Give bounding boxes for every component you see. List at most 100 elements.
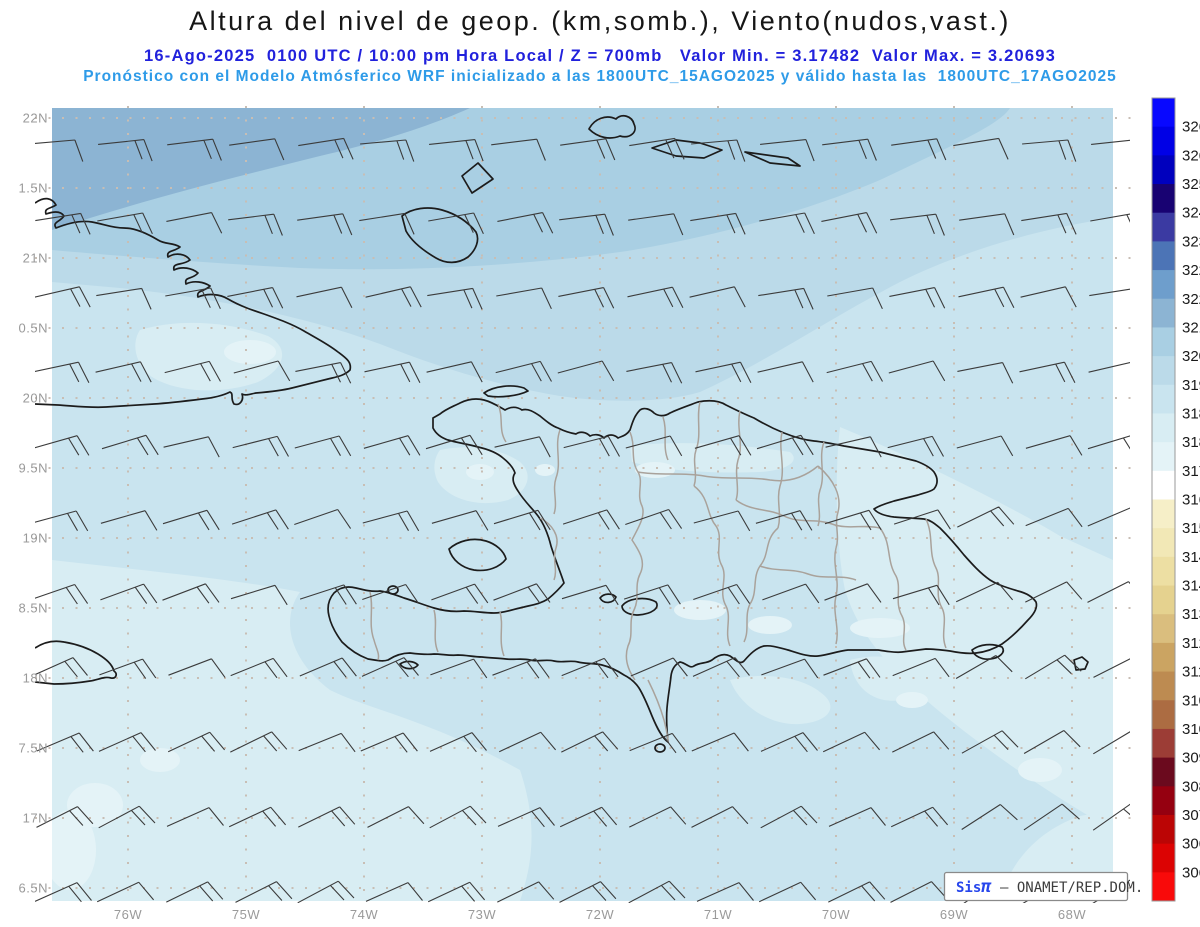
admin-border (759, 565, 857, 581)
wind-barb (824, 583, 882, 603)
wind-barb (557, 360, 615, 382)
wind-barb (36, 732, 94, 753)
colorbar-segment (1152, 241, 1175, 271)
colorbar-segment (1152, 356, 1175, 386)
wind-barb (429, 139, 484, 162)
wind-barb (1023, 803, 1080, 831)
wind-barb (559, 213, 614, 236)
coastline-tortuga (483, 385, 529, 398)
colorbar-tick-label: 3108 (1182, 692, 1200, 709)
admin-border (743, 527, 779, 643)
colorbar-segment (1152, 298, 1175, 328)
lon-tick-label: 69W (940, 907, 968, 922)
wind-barb (429, 732, 487, 753)
field-contour-region (836, 427, 1113, 830)
wind-barb (497, 212, 554, 234)
coastline-little-inagua (461, 162, 494, 194)
lat-tick-label: 8.5N (19, 601, 48, 616)
wind-barb (825, 436, 882, 458)
wind-barb (691, 139, 746, 162)
admin-border (539, 517, 558, 581)
wind-barb (958, 286, 1015, 308)
field-contour-region (630, 443, 794, 473)
wind-barb (1087, 507, 1130, 527)
wind-barb (1020, 286, 1077, 308)
wind-barb (426, 361, 483, 383)
wind-barb (561, 584, 619, 606)
wind-barb (162, 583, 220, 604)
badge-org: – ONAMET/REP.DOM. (992, 880, 1144, 896)
wind-barb (297, 213, 353, 236)
lat-tick-label: 19N (23, 531, 48, 546)
field-pale-spot (52, 810, 96, 890)
wind-barb (562, 509, 620, 530)
colorbar-segment (1152, 413, 1175, 443)
wind-barb (35, 583, 89, 605)
wind-barb (563, 435, 620, 457)
wind-barb (491, 138, 546, 161)
wind-barb (95, 361, 152, 383)
admin-border (433, 609, 439, 653)
latlon-gridlines (35, 106, 1131, 901)
wind-barb (295, 362, 352, 384)
wind-barb (35, 139, 84, 162)
colorbar-segment (1152, 700, 1175, 730)
wind-barb (427, 881, 486, 903)
wind-barb (689, 286, 746, 308)
geopotential-shading-layer (52, 108, 1113, 901)
field-pale-spot (748, 616, 792, 634)
coastline-cayemites (387, 585, 399, 595)
wind-barb (1025, 581, 1083, 603)
colorbar-frame (1151, 97, 1176, 902)
colorbar-segment (1152, 585, 1175, 615)
coastline-etang-saumatre (599, 593, 617, 604)
wind-barb (560, 138, 616, 161)
wind-barb (626, 362, 683, 384)
colorbar-segment (1152, 642, 1175, 673)
field-contour-region (730, 676, 831, 725)
wind-barb (497, 807, 555, 828)
wind-barb (690, 212, 746, 235)
colorbar-segment (1152, 212, 1175, 242)
colorbar-segment (1152, 556, 1175, 587)
lon-tick-label: 75W (232, 907, 260, 922)
wind-barb (559, 881, 617, 903)
wind-barb (625, 435, 683, 457)
colorbar-tick-label: 3164 (1182, 492, 1200, 509)
wind-barb (956, 435, 1014, 457)
coastline-turks (744, 151, 801, 167)
colorbar-segment (1152, 126, 1175, 156)
wind-barb (493, 509, 551, 531)
admin-border (817, 441, 825, 527)
wind-barb (427, 287, 483, 310)
wind-barb (1093, 658, 1130, 678)
colorbar-tick-label: 3212 (1182, 319, 1200, 336)
wind-barb (359, 212, 415, 235)
wind-barb (961, 730, 1019, 754)
wind-barb (760, 139, 815, 162)
wind-barb (887, 435, 944, 457)
wind-barb (628, 213, 684, 236)
wind-barb (165, 287, 221, 310)
wind-barb (822, 138, 877, 161)
wind-barb (892, 584, 950, 606)
wind-barb (431, 583, 489, 604)
wind-barb (367, 806, 425, 828)
lon-tick-label: 72W (586, 907, 614, 922)
wind-barb (35, 361, 90, 383)
colorbar-segment (1152, 384, 1175, 414)
wind-barb (35, 435, 90, 456)
wind-barb (229, 138, 285, 161)
wind-barb (492, 658, 550, 679)
colorbar-tick-label: 3188 (1182, 406, 1200, 423)
lat-tick-label: 17N (23, 811, 48, 826)
coastline-great-inagua (401, 207, 479, 264)
wind-barb (1022, 139, 1077, 162)
admin-border (625, 431, 644, 681)
wind-barb (231, 509, 289, 530)
colorbar-tick-label: 3252 (1182, 176, 1200, 193)
coastline-saona (971, 643, 1005, 660)
colorbar-tick-label: 3076 (1182, 807, 1200, 824)
wind-barb (364, 361, 421, 383)
coastlines-layer (35, 114, 1089, 753)
